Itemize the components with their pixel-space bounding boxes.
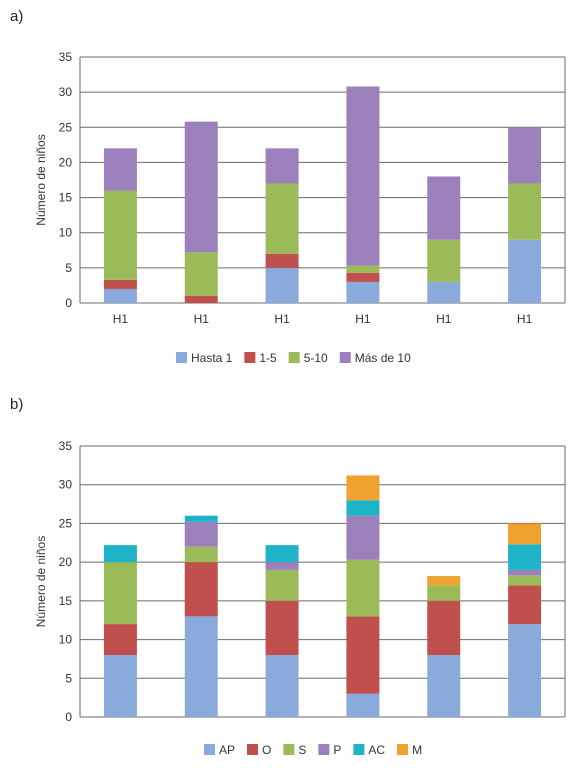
chart-1-bar-o-1	[103, 624, 137, 656]
chart-1-bar-o-2	[184, 562, 218, 617]
chart-1-bar-m-6	[508, 523, 542, 545]
chart-0-legend-label: 1-5	[259, 351, 277, 365]
chart-0-y-tick-label: 20	[59, 155, 73, 169]
chart-1-bar-s-4	[346, 559, 380, 617]
chart-1-bar-ac-2	[184, 515, 218, 522]
chart-0-x-tick-label: H1	[194, 312, 210, 326]
chart-0-legend-swatch	[339, 352, 351, 363]
chart-0-bar-m-s-de-10-3	[265, 148, 299, 184]
chart-0-y-tick-label: 35	[59, 50, 73, 64]
chart-0-legend-label: Hasta 1	[191, 351, 233, 365]
chart-1-y-axis-label: Número de niños	[34, 536, 48, 627]
chart-0-y-tick-label: 0	[65, 296, 72, 310]
chart-1-legend-label: P	[333, 743, 341, 757]
chart-0-bar-5-10-4	[346, 265, 380, 273]
chart-0-bar-m-s-de-10-6	[508, 127, 542, 184]
chart-0-legend-swatch	[176, 352, 187, 363]
chart-1-bar-o-5	[427, 600, 461, 656]
chart-0-bar-hasta-1-4	[346, 281, 380, 303]
chart-1-y-tick-label: 25	[59, 516, 73, 530]
chart-0-bar-m-s-de-10-5	[427, 176, 461, 240]
chart-1-bar-ap-5	[427, 655, 461, 717]
chart-0-y-tick-label: 25	[59, 120, 73, 134]
chart-1-y-tick-label: 35	[59, 439, 73, 453]
chart-1-y-tick-label: 20	[59, 555, 73, 569]
chart-0-bar-m-s-de-10-4	[346, 86, 380, 266]
chart-0-x-tick-label: H1	[436, 312, 452, 326]
chart-0-x-tick-label: H1	[274, 312, 290, 326]
chart-0-x-tick-label: H1	[517, 312, 533, 326]
chart-1-legend-label: S	[298, 743, 306, 757]
chart-1-bar-p-3	[265, 562, 299, 570]
chart-1-legend-swatch	[204, 744, 215, 755]
chart-1-bar-ap-3	[265, 655, 299, 717]
chart-0-y-tick-label: 15	[59, 191, 73, 205]
chart-1-legend-label: AP	[219, 743, 235, 757]
chart-0-bar-hasta-1-3	[265, 267, 299, 303]
chart-1-bar-s-3	[265, 569, 299, 601]
chart-0-legend-swatch	[288, 352, 300, 363]
chart-b: 0 5 10 15 20 25 30 35 Número de niños AP O S P AC M	[34, 439, 566, 757]
chart-0-x-tick-label: H1	[355, 312, 371, 326]
chart-0-bar-5-10-5	[427, 239, 461, 282]
chart-0-legend-label: 5-10	[304, 351, 328, 365]
chart-0-bar-m-s-de-10-1	[103, 148, 137, 191]
panel-b-label: b)	[10, 396, 24, 413]
chart-0-bar-hasta-1-5	[427, 281, 461, 303]
chart-1-y-tick-label: 30	[59, 478, 73, 492]
chart-0-bar-1-5-1	[103, 279, 137, 289]
chart-0-bar-5-10-1	[103, 190, 137, 280]
chart-1-y-tick-label: 15	[59, 594, 73, 608]
chart-1-bar-s-1	[103, 562, 137, 625]
chart-0-x-tick-label: H1	[113, 312, 129, 326]
chart-0-y-tick-label: 30	[59, 85, 73, 99]
chart-a: 0 5 10 15 20 25 30 35 Número de niños H1 H1 H1 H1 H1 H…	[34, 50, 566, 365]
chart-1-bar-ac-1	[103, 545, 137, 563]
chart-1-legend-swatch	[318, 744, 330, 755]
chart-1-bar-ap-2	[184, 616, 218, 717]
chart-1-bar-ap-4	[346, 693, 380, 717]
chart-0-bar-1-5-3	[265, 253, 299, 268]
chart-1-legend-swatch	[283, 744, 295, 755]
chart-0-bar-5-10-3	[265, 183, 299, 254]
chart-1-bar-m-4	[346, 475, 380, 501]
chart-0-bar-hasta-1-1	[103, 288, 137, 303]
panel-a-label: a)	[10, 8, 24, 25]
chart-1-bar-s-2	[184, 546, 218, 563]
chart-0-y-tick-label: 5	[65, 261, 72, 275]
chart-1-bar-s-6	[508, 575, 542, 586]
chart-1-bar-p-4	[346, 515, 380, 560]
chart-1-y-tick-label: 0	[65, 710, 72, 724]
chart-0-bar-1-5-2	[184, 295, 218, 303]
chart-0-y-tick-label: 10	[59, 226, 73, 240]
chart-1-bar-p-6	[508, 569, 542, 576]
chart-1-legend-label: O	[262, 743, 271, 757]
chart-1-legend-swatch	[397, 744, 409, 755]
chart-1-legend-swatch	[247, 744, 259, 755]
chart-0-bar-1-5-4	[346, 272, 380, 282]
chart-1-bar-o-4	[346, 616, 380, 694]
chart-0-y-axis-label: Número de niños	[34, 134, 48, 225]
chart-0-bar-m-s-de-10-2	[184, 121, 218, 253]
chart-1-legend-label: M	[412, 743, 422, 757]
chart-1-bar-ac-4	[346, 500, 380, 516]
chart-1-bar-ap-1	[103, 655, 137, 717]
chart-1-legend-label: AC	[368, 743, 385, 757]
chart-1-bar-s-5	[427, 585, 461, 601]
chart-0-bar-5-10-2	[184, 252, 218, 296]
chart-1-bar-o-3	[265, 600, 299, 656]
chart-1-bar-m-5	[427, 576, 461, 586]
chart-1-y-tick-label: 10	[59, 633, 73, 647]
chart-0-bar-5-10-6	[508, 183, 542, 240]
chart-1-y-tick-label: 5	[65, 671, 72, 685]
chart-1-bar-ac-3	[265, 545, 299, 563]
chart-1-bar-ap-6	[508, 624, 542, 717]
chart-1-bar-ac-6	[508, 544, 542, 570]
chart-1-bar-o-6	[508, 585, 542, 625]
chart-0-legend-label: Más de 10	[355, 351, 411, 365]
chart-1-legend-swatch	[353, 744, 365, 755]
chart-0-bar-hasta-1-6	[508, 239, 542, 303]
chart-0-legend-swatch	[244, 352, 256, 363]
chart-1-bar-p-2	[184, 521, 218, 547]
